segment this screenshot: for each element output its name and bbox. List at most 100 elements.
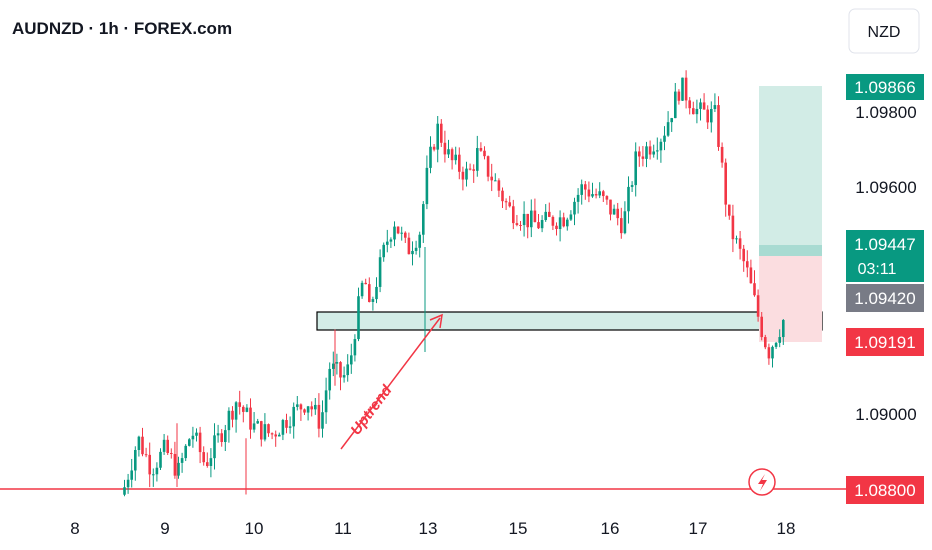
x-tick-label: 11 [334, 519, 352, 538]
candle-body [731, 215, 735, 240]
candle-body [479, 148, 483, 151]
candle-body [393, 226, 396, 240]
candle-body [227, 410, 231, 431]
candle-body [123, 487, 126, 495]
support-price: 1.08800 [854, 481, 915, 500]
candle-body [285, 420, 288, 428]
last-price: 1.09447 [854, 235, 915, 254]
candle-body [670, 118, 673, 123]
bar-countdown: 03:11 [858, 261, 897, 278]
candle-body [522, 213, 526, 226]
candle-body [310, 406, 313, 410]
candle-body [497, 180, 501, 191]
candle-body [702, 102, 706, 110]
candle-body [573, 201, 576, 215]
candle-body [746, 261, 749, 268]
candle-body [314, 404, 317, 410]
candle-body [429, 146, 432, 168]
candle-body [767, 347, 771, 359]
candle-body [234, 402, 238, 420]
candle-body [638, 151, 641, 157]
candle-body [332, 363, 335, 369]
candle-body [184, 445, 187, 459]
candle-body [620, 218, 623, 234]
candle-body [494, 180, 497, 182]
currency-label: NZD [868, 24, 901, 41]
candle-body [753, 283, 756, 296]
candle-body [728, 204, 731, 216]
candle-body [288, 426, 292, 428]
stop-loss-area[interactable] [759, 256, 822, 342]
entry-price: 1.09420 [854, 289, 915, 308]
lightning-icon[interactable] [748, 468, 776, 496]
candle-body [321, 412, 324, 429]
uptrend-arrow[interactable] [340, 317, 441, 450]
candle-body [148, 454, 151, 475]
candle-body [198, 432, 202, 453]
candle-body [137, 436, 141, 451]
candle-body [249, 407, 252, 430]
candle-body [422, 204, 425, 235]
candle-body [666, 122, 670, 136]
candle-body [368, 284, 371, 302]
support-price-badge[interactable]: 1.08800 [846, 476, 924, 504]
candle-body [724, 162, 727, 205]
stop-loss-badge[interactable]: 1.09191 [846, 328, 924, 356]
candle-body [216, 433, 220, 436]
candle-body [317, 404, 321, 429]
candle-body [126, 479, 130, 488]
x-tick-label: 16 [601, 519, 620, 538]
candle-body [454, 154, 457, 161]
candle-body [209, 458, 213, 467]
candle-body [742, 248, 745, 262]
uptrend-arrowhead [429, 313, 443, 329]
candle-body [616, 208, 619, 219]
candle-body [483, 150, 486, 157]
currency-button[interactable]: NZD [848, 8, 920, 54]
entry-badge[interactable]: 1.09420 [846, 284, 924, 312]
x-tick-label: 10 [245, 519, 264, 538]
candle-body [555, 225, 558, 230]
candle-body [425, 167, 429, 205]
candle-body [641, 156, 645, 159]
candle-body [339, 362, 342, 378]
candle-body [645, 146, 648, 159]
candle-body [738, 238, 742, 249]
candle-body [695, 108, 699, 115]
candle-body [256, 421, 259, 424]
take-profit-badge[interactable]: 1.09866 [846, 74, 924, 100]
candle-body [443, 142, 447, 155]
candle-body [774, 342, 778, 347]
candle-body [458, 154, 461, 172]
candle-body [260, 421, 263, 440]
candle-body [476, 148, 479, 171]
last-price-badge[interactable]: 1.09447 03:11 [846, 230, 924, 282]
candle-body [400, 232, 403, 234]
candle-body [764, 337, 767, 348]
candle-body [594, 194, 598, 196]
candle-body [623, 211, 627, 234]
support-zone[interactable] [316, 311, 823, 331]
candle-body [501, 190, 504, 202]
candle-body [681, 77, 684, 101]
candle-body [252, 423, 256, 430]
candle-body [512, 206, 515, 224]
candle-body [569, 214, 573, 220]
candle-body [587, 189, 591, 197]
candle-body [548, 211, 551, 217]
candle-body [371, 299, 375, 302]
candle-body [432, 146, 436, 150]
candle-body [436, 123, 439, 150]
candle-body [684, 77, 688, 101]
candle-body [130, 470, 133, 480]
candle-body [245, 407, 249, 412]
candle-body [195, 432, 198, 436]
candle-body [490, 176, 493, 181]
x-axis: 8 9 10 11 13 15 16 17 18 [70, 519, 795, 538]
take-profit-area[interactable] [759, 86, 822, 256]
symbol-title[interactable]: AUDNZD · 1h · FOREX.com [12, 19, 232, 38]
candle-body [141, 436, 144, 455]
candle-body [414, 247, 418, 251]
candle-body [605, 196, 609, 200]
